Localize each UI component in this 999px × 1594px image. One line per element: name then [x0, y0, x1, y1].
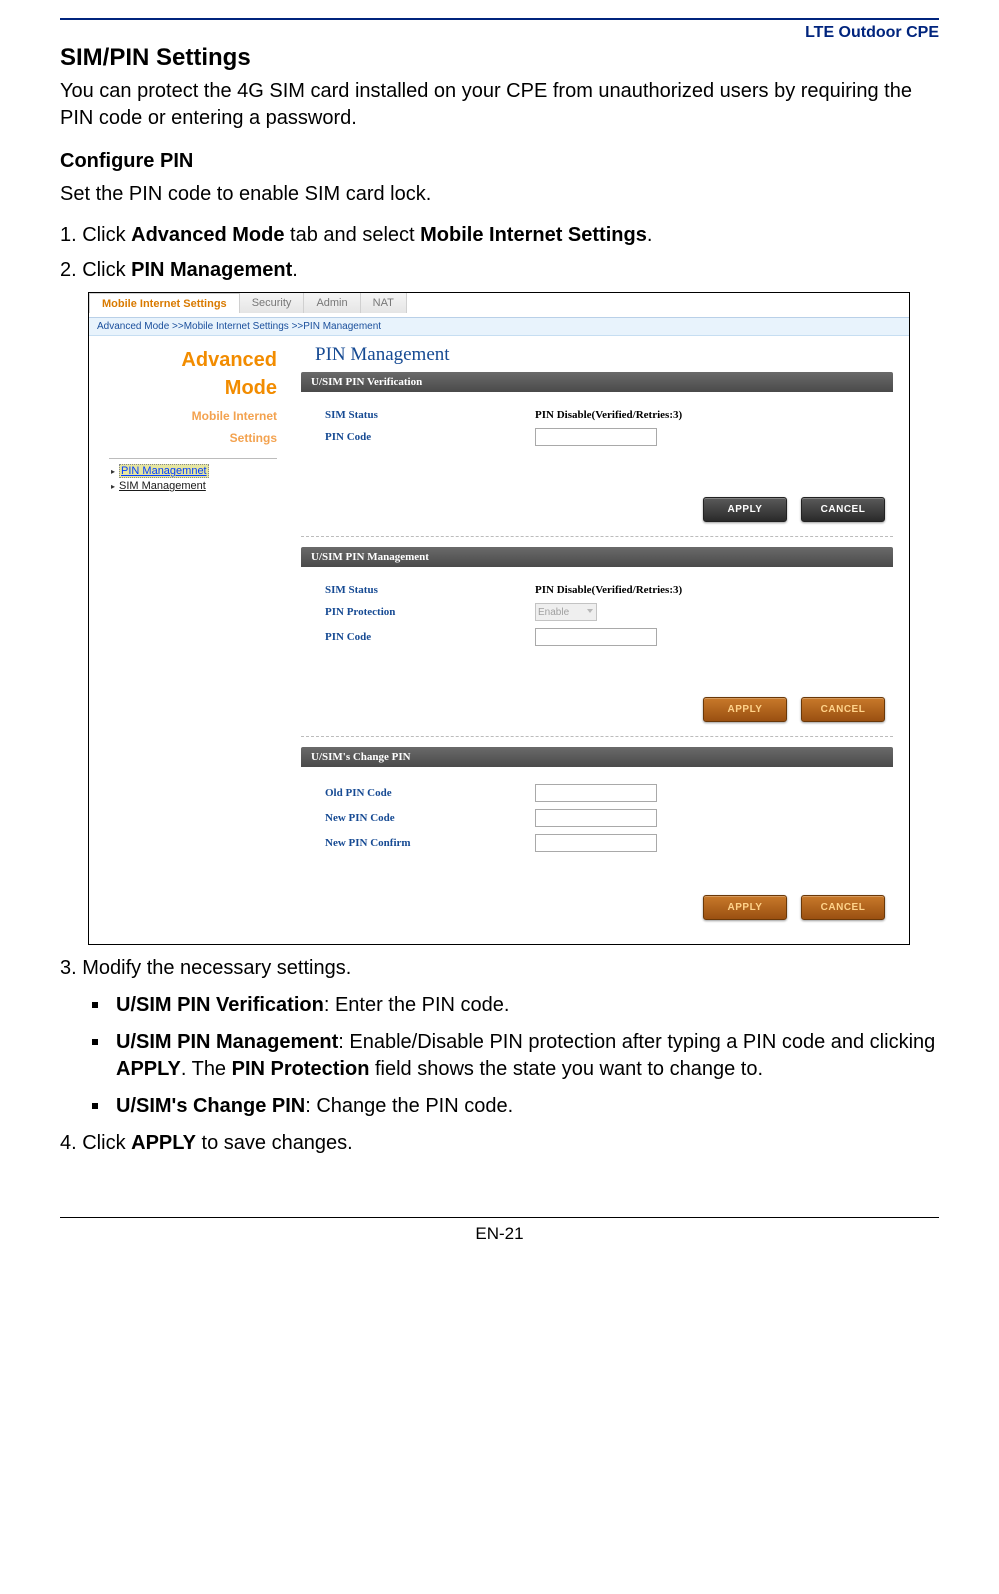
tab-mobile-internet[interactable]: Mobile Internet Settings: [89, 293, 240, 313]
top-rule: [60, 18, 939, 20]
heading-configure-pin: Configure PIN: [60, 150, 939, 173]
panel3-header: U/SIM's Change PIN: [301, 747, 893, 767]
step1-mid: tab and select: [284, 224, 420, 246]
bullet-1: U/SIM PIN Verification: Enter the PIN co…: [92, 992, 939, 1019]
tab-bar: Mobile Internet Settings Security Admin …: [89, 293, 909, 318]
bullet3-bold: U/SIM's Change PIN: [116, 1095, 305, 1117]
header-product: LTE Outdoor CPE: [60, 24, 939, 42]
step4-post: to save changes.: [196, 1132, 353, 1154]
breadcrumb: Advanced Mode >>Mobile Internet Settings…: [89, 318, 909, 336]
label-sim-status-2: SIM Status: [309, 584, 535, 596]
bullet2-mid2: . The: [181, 1058, 232, 1080]
screenshot-pin-management: Mobile Internet Settings Security Admin …: [88, 292, 910, 945]
value-sim-status-1: PIN Disable(Verified/Retries:3): [535, 409, 682, 421]
apply-button-2[interactable]: APPLY: [703, 697, 787, 722]
step-1: 1. Click Advanced Mode tab and select Mo…: [60, 222, 939, 249]
step2-b1: PIN Management: [131, 259, 292, 281]
bullet1-rest: : Enter the PIN code.: [324, 994, 510, 1016]
step1-pre: 1. Click: [60, 224, 131, 246]
tab-admin[interactable]: Admin: [304, 293, 360, 313]
sidebar-item-sim[interactable]: ▸SIM Management: [111, 480, 289, 492]
tab-security[interactable]: Security: [240, 293, 305, 313]
divider-2: [301, 736, 893, 737]
bullet2-field: PIN Protection: [232, 1058, 370, 1080]
intro-text: You can protect the 4G SIM card installe…: [60, 78, 939, 132]
panel2-header: U/SIM PIN Management: [301, 547, 893, 567]
sidebar-title-2: Mode: [109, 374, 277, 402]
sidebar-item-sim-label: SIM Management: [119, 480, 206, 492]
step4-pre: 4. Click: [60, 1132, 131, 1154]
content-area: PIN Management U/SIM PIN Verification SI…: [297, 336, 909, 944]
panel-change-pin: U/SIM's Change PIN Old PIN Code New PIN …: [301, 747, 893, 926]
bullet2-rest: field shows the state you want to change…: [369, 1058, 763, 1080]
cancel-button-2[interactable]: CANCEL: [801, 697, 885, 722]
label-sim-status-1: SIM Status: [309, 409, 535, 421]
heading-sim-pin-settings: SIM/PIN Settings: [60, 44, 939, 72]
panel1-header: U/SIM PIN Verification: [301, 372, 893, 392]
bullet1-bold: U/SIM PIN Verification: [116, 994, 324, 1016]
step2-pre: 2. Click: [60, 259, 131, 281]
step1-b2: Mobile Internet Settings: [420, 224, 647, 246]
sidebar-rule: [109, 458, 277, 459]
label-new-pin: New PIN Code: [309, 812, 535, 824]
step1-b1: Advanced Mode: [131, 224, 284, 246]
bullet-icon: [92, 1002, 98, 1008]
page-title: PIN Management: [315, 344, 893, 366]
bullet2-bold: U/SIM PIN Management: [116, 1031, 338, 1053]
step-4: 4. Click APPLY to save changes.: [60, 1130, 939, 1157]
divider-1: [301, 536, 893, 537]
step1-post: .: [647, 224, 653, 246]
label-pin-code-1: PIN Code: [309, 431, 535, 443]
label-old-pin: Old PIN Code: [309, 787, 535, 799]
cancel-button-3[interactable]: CANCEL: [801, 895, 885, 920]
input-old-pin[interactable]: [535, 784, 657, 802]
label-new-pin-confirm: New PIN Confirm: [309, 837, 535, 849]
bullet-3: U/SIM's Change PIN: Change the PIN code.: [92, 1093, 939, 1120]
step2-post: .: [292, 259, 298, 281]
cancel-button-1[interactable]: CANCEL: [801, 497, 885, 522]
input-new-pin-confirm[interactable]: [535, 834, 657, 852]
footer-rule: [60, 1217, 939, 1218]
sidebar-item-pin[interactable]: ▸PIN Managemnet: [111, 465, 289, 477]
select-pin-protection[interactable]: Enable: [535, 603, 597, 621]
sidebar-title-1: Advanced: [109, 346, 277, 374]
step-2: 2. Click PIN Management.: [60, 257, 939, 284]
label-pin-protection: PIN Protection: [309, 606, 535, 618]
bullet2-mid1: : Enable/Disable PIN protection after ty…: [338, 1031, 935, 1053]
sidebar-subtitle-1: Mobile Internet: [109, 408, 277, 424]
tab-nat[interactable]: NAT: [361, 293, 407, 313]
bullet-icon: [92, 1039, 98, 1045]
sidebar-subtitle-2: Settings: [109, 430, 277, 446]
input-pin-code-1[interactable]: [535, 428, 657, 446]
step-3: 3. Modify the necessary settings.: [60, 955, 939, 982]
sidebar: Advanced Mode Mobile Internet Settings ▸…: [89, 336, 297, 944]
panel-pin-verification: U/SIM PIN Verification SIM Status PIN Di…: [301, 372, 893, 537]
panel-pin-management: U/SIM PIN Management SIM Status PIN Disa…: [301, 547, 893, 737]
label-pin-code-2: PIN Code: [309, 631, 535, 643]
configure-pin-text: Set the PIN code to enable SIM card lock…: [60, 181, 939, 208]
bullet2-apply: APPLY: [116, 1058, 181, 1080]
page-number: EN-21: [60, 1224, 939, 1244]
bullet-2: U/SIM PIN Management: Enable/Disable PIN…: [92, 1029, 939, 1083]
input-pin-code-2[interactable]: [535, 628, 657, 646]
bullet-icon: [92, 1103, 98, 1109]
apply-button-1[interactable]: APPLY: [703, 497, 787, 522]
step4-b1: APPLY: [131, 1132, 196, 1154]
value-sim-status-2: PIN Disable(Verified/Retries:3): [535, 584, 682, 596]
bullet3-rest: : Change the PIN code.: [305, 1095, 513, 1117]
sidebar-item-pin-label: PIN Managemnet: [119, 464, 209, 478]
input-new-pin[interactable]: [535, 809, 657, 827]
apply-button-3[interactable]: APPLY: [703, 895, 787, 920]
